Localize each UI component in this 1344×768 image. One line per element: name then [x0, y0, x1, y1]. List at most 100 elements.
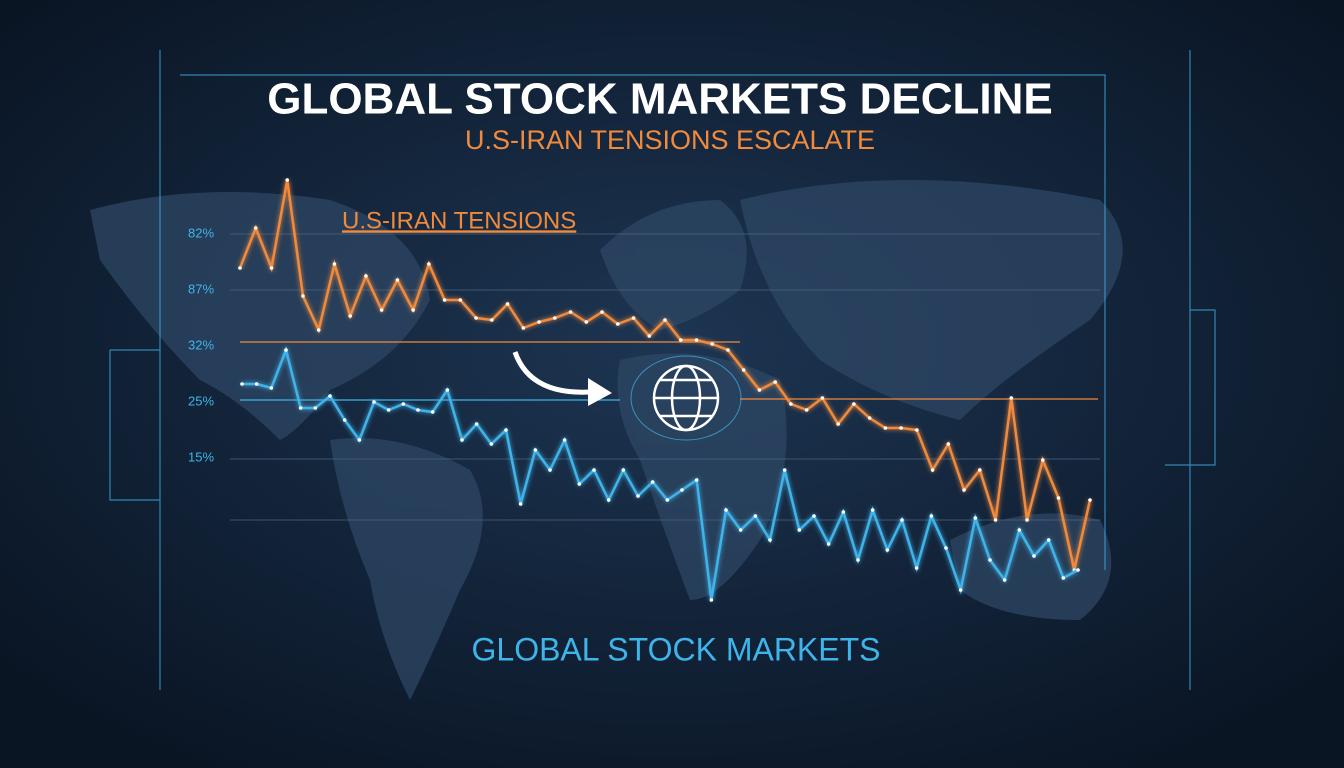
- point: [458, 298, 463, 302]
- point: [899, 426, 903, 430]
- point: [870, 508, 875, 512]
- point: [1032, 554, 1036, 558]
- point: [944, 546, 948, 550]
- point: [316, 328, 321, 332]
- point: [663, 318, 667, 322]
- series-label: U.S-IRAN TENSIONS: [342, 207, 576, 234]
- point: [1009, 396, 1014, 400]
- point: [1025, 518, 1029, 522]
- point: [710, 342, 715, 346]
- series-label: GLOBAL STOCK MARKETS: [472, 631, 881, 667]
- point: [1076, 568, 1080, 572]
- point: [915, 428, 919, 432]
- point: [804, 408, 809, 412]
- point: [372, 400, 376, 404]
- point: [680, 488, 684, 492]
- point: [753, 514, 758, 518]
- y-label: 32%: [188, 337, 214, 352]
- point: [826, 542, 831, 546]
- point: [636, 494, 640, 498]
- point: [562, 438, 567, 442]
- point: [301, 294, 305, 298]
- point: [1061, 576, 1066, 580]
- point: [665, 498, 670, 502]
- point: [757, 388, 762, 392]
- point: [988, 558, 992, 562]
- point: [238, 266, 242, 270]
- point: [489, 442, 494, 446]
- point: [253, 226, 258, 230]
- point: [694, 478, 699, 482]
- point: [379, 308, 384, 312]
- point: [474, 422, 479, 426]
- point: [606, 498, 611, 502]
- point: [442, 298, 447, 302]
- point: [978, 468, 982, 472]
- point: [600, 310, 604, 314]
- point: [553, 316, 557, 320]
- point: [313, 406, 318, 410]
- point: [285, 178, 290, 182]
- point: [460, 438, 464, 442]
- point: [738, 528, 743, 532]
- point: [474, 316, 478, 320]
- point: [621, 468, 626, 472]
- point: [768, 538, 772, 542]
- point: [445, 388, 450, 392]
- point: [568, 310, 573, 314]
- point: [867, 416, 872, 420]
- point: [797, 528, 802, 532]
- point: [592, 468, 596, 472]
- point: [254, 382, 259, 386]
- y-label: 87%: [188, 281, 214, 296]
- point: [993, 518, 998, 522]
- point: [709, 598, 714, 602]
- point: [430, 410, 435, 414]
- point: [650, 480, 655, 484]
- guide-lines: [230, 233, 1100, 521]
- point: [416, 408, 420, 412]
- y-label: 82%: [188, 225, 214, 240]
- point: [724, 508, 728, 512]
- point: [1002, 578, 1007, 582]
- point: [1046, 538, 1051, 542]
- point: [1056, 496, 1061, 500]
- point: [726, 348, 730, 352]
- point: [504, 428, 508, 432]
- point: [348, 314, 352, 318]
- point: [395, 278, 400, 282]
- series-line: [242, 345, 1079, 601]
- point: [631, 316, 636, 320]
- point: [1088, 498, 1092, 502]
- point: [929, 514, 934, 518]
- point: [537, 320, 541, 324]
- point: [533, 448, 538, 452]
- arrow: [512, 351, 591, 395]
- point: [411, 308, 415, 312]
- point: [505, 302, 510, 306]
- point: [812, 514, 816, 518]
- point: [841, 510, 846, 514]
- globe-icon: [630, 355, 742, 441]
- point: [694, 338, 699, 342]
- point: [856, 558, 860, 562]
- point: [973, 516, 978, 520]
- point: [269, 386, 274, 390]
- point: [930, 468, 935, 472]
- point: [836, 422, 840, 426]
- point: [284, 348, 288, 352]
- point: [269, 266, 274, 270]
- point: [577, 482, 582, 486]
- point: [789, 402, 793, 406]
- point: [820, 396, 825, 400]
- point: [386, 408, 391, 412]
- point: [332, 262, 337, 266]
- point: [584, 320, 589, 324]
- point: [900, 518, 904, 522]
- point: [1017, 528, 1022, 532]
- point: [615, 322, 620, 326]
- point: [741, 368, 746, 372]
- point: [240, 382, 244, 386]
- point: [678, 338, 683, 342]
